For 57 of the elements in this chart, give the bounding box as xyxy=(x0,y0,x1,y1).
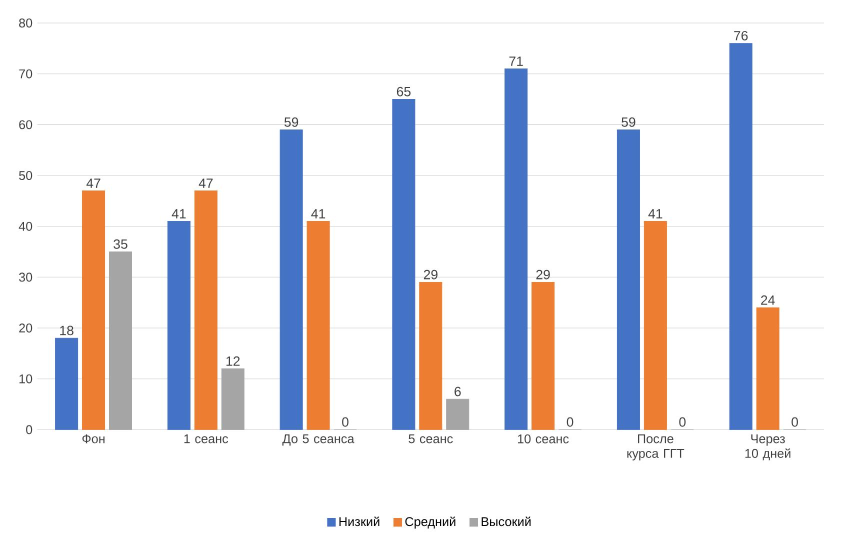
x-tick-label: После курса ГГТ xyxy=(627,434,684,460)
x-tick-label: 10 сеанс xyxy=(518,434,569,444)
y-tick-label: 50 xyxy=(19,171,32,180)
data-label: 41 xyxy=(172,209,186,218)
y-tick-label: 20 xyxy=(19,324,32,332)
data-label: 41 xyxy=(311,209,326,218)
bar xyxy=(108,251,132,430)
legend-label: Низкий xyxy=(339,516,380,526)
y-tick-label: 0 xyxy=(26,425,32,434)
x-tick-label: 5 сеанс xyxy=(408,434,453,444)
legend-label: Высокий xyxy=(482,516,531,526)
bar xyxy=(729,43,752,430)
data-label: 24 xyxy=(761,295,775,305)
data-label: 47 xyxy=(198,178,213,188)
data-label: 12 xyxy=(226,356,240,366)
bar xyxy=(616,129,640,430)
bar xyxy=(167,220,190,430)
data-label: 0 xyxy=(566,417,574,427)
data-label: 59 xyxy=(284,117,298,127)
bar xyxy=(419,282,442,430)
data-label: 29 xyxy=(536,270,550,280)
y-tick-label: 30 xyxy=(19,272,32,282)
bar xyxy=(280,129,303,430)
data-label: 47 xyxy=(86,178,100,188)
data-label: 18 xyxy=(60,326,74,336)
y-tick-label: 10 xyxy=(20,374,32,384)
y-tick-label: 60 xyxy=(19,120,32,130)
data-label: 6 xyxy=(454,386,461,396)
data-label: 0 xyxy=(342,417,348,427)
bar xyxy=(644,220,667,430)
bar xyxy=(55,338,78,430)
y-tick-label: 70 xyxy=(19,69,32,78)
data-label: 0 xyxy=(679,417,686,427)
x-tick-label: Через 10 дней xyxy=(745,434,790,460)
bar xyxy=(82,190,106,430)
bar xyxy=(446,398,470,430)
x-tick-label: 1 сеанс xyxy=(184,434,228,444)
bar xyxy=(306,220,330,430)
data-label: 41 xyxy=(648,209,662,218)
bar xyxy=(532,282,555,430)
data-label: 59 xyxy=(622,117,636,127)
x-tick-label: До 5 сеанса xyxy=(282,434,354,446)
x-tick-label: Фон xyxy=(82,434,104,444)
y-tick-label: 40 xyxy=(18,222,32,231)
legend-label: Средний xyxy=(405,516,456,529)
bar xyxy=(504,68,528,430)
bar xyxy=(756,307,780,430)
data-label: 71 xyxy=(509,56,523,66)
bar xyxy=(392,98,416,430)
bar xyxy=(194,190,218,430)
bar xyxy=(221,368,244,430)
data-label: 29 xyxy=(424,270,438,280)
data-label: 65 xyxy=(396,86,411,96)
data-label: 0 xyxy=(792,417,798,427)
y-tick-label: 80 xyxy=(19,18,32,28)
data-label: 35 xyxy=(114,239,128,249)
data-label: 76 xyxy=(734,30,748,40)
